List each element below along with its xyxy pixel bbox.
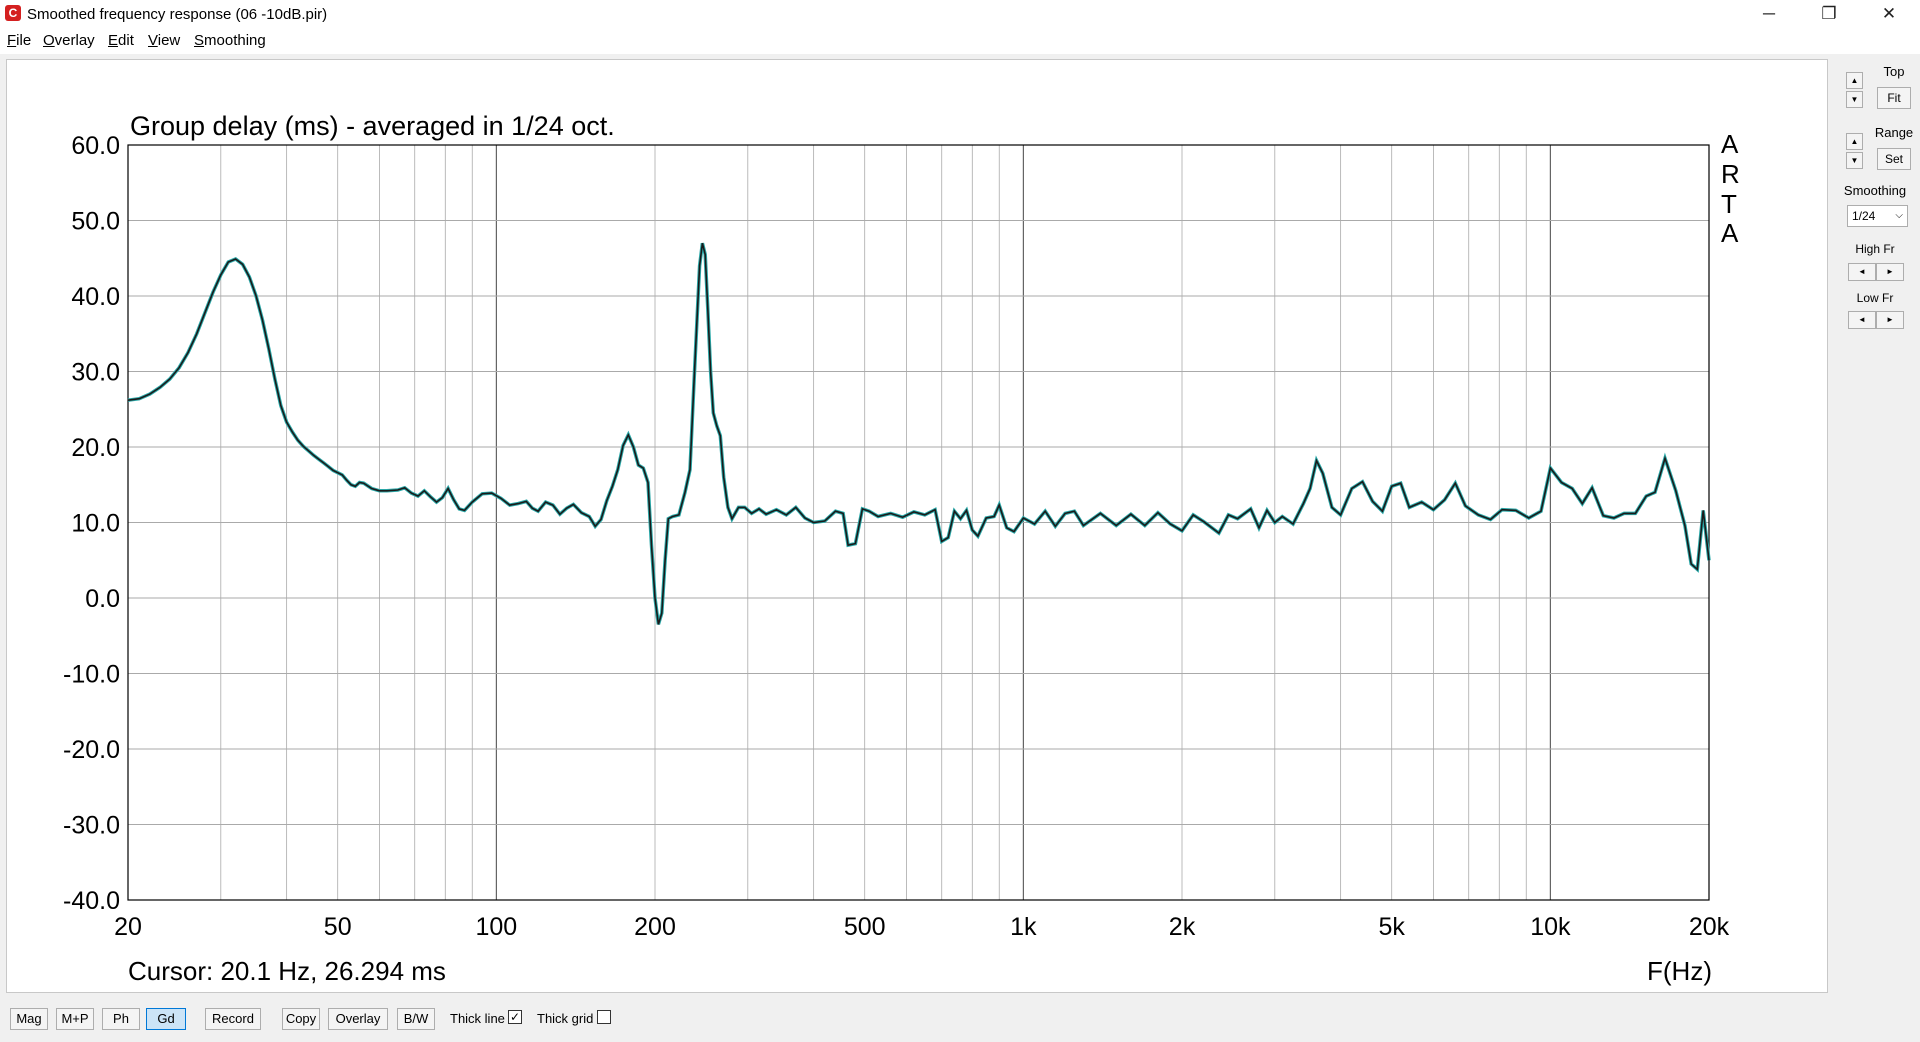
x-tick-label: 2k — [1169, 913, 1196, 941]
smoothing-label: Smoothing — [1843, 183, 1907, 198]
x-tick-label: 5k — [1379, 913, 1406, 941]
bw-button[interactable]: B/W — [397, 1008, 435, 1030]
high-freq-label: High Fr — [1855, 242, 1895, 256]
low-freq-right-button[interactable]: ► — [1876, 311, 1904, 329]
title-bar: C Smoothed frequency response (06 -10dB.… — [0, 0, 1920, 28]
brand-letter: A — [1721, 218, 1739, 248]
x-tick-label: 50 — [324, 913, 352, 941]
horizontal-grid — [128, 220, 1709, 825]
chart-title: Group delay (ms) - averaged in 1/24 oct. — [130, 111, 615, 141]
side-panel: ▲ ▼ Top Fit ▲ ▼ Range Set Smoothing 1/24… — [1830, 54, 1920, 994]
brand-letter: T — [1721, 189, 1737, 219]
plot-panel[interactable]: Group delay (ms) - averaged in 1/24 oct.… — [6, 59, 1828, 993]
x-tick-labels: 20 50 100 200 500 1k 2k 5k 10k 20k — [114, 913, 1730, 941]
x-tick-label: 500 — [844, 913, 886, 941]
menu-file[interactable]: File — [7, 32, 32, 49]
group-delay-chart[interactable]: Group delay (ms) - averaged in 1/24 oct.… — [7, 60, 1827, 992]
y-tick-label: -40.0 — [63, 887, 120, 915]
high-freq-left-button[interactable]: ◄ — [1848, 263, 1876, 281]
x-tick-label: 10k — [1530, 913, 1571, 941]
brand-letter: A — [1721, 129, 1739, 159]
x-axis-unit: F(Hz) — [1647, 956, 1712, 986]
chevron-down-icon: ⌵ — [1895, 210, 1903, 221]
smoothing-value: 1/24 — [1852, 209, 1876, 223]
phase-button[interactable]: Ph — [102, 1008, 140, 1030]
top-down-button[interactable]: ▼ — [1846, 91, 1863, 108]
top-label: Top — [1883, 64, 1905, 79]
bottom-toolbar: Mag M+P Ph Gd Record Copy Overlay B/W Th… — [0, 996, 1920, 1042]
plot-frame — [127, 144, 1710, 901]
x-tick-label: 20k — [1689, 913, 1730, 941]
low-freq-label: Low Fr — [1856, 291, 1894, 305]
menu-overlay[interactable]: Overlay — [43, 32, 95, 49]
menu-view[interactable]: View — [148, 32, 181, 49]
series-line-shadow — [127, 242, 1711, 625]
y-tick-label: 50.0 — [71, 208, 120, 236]
window-title: Smoothed frequency response (06 -10dB.pi… — [27, 6, 328, 23]
y-tick-label: 20.0 — [71, 434, 120, 462]
y-tick-label: -30.0 — [63, 812, 120, 840]
close-button[interactable]: ✕ — [1881, 4, 1897, 23]
arta-brand: A R T A — [1721, 129, 1740, 248]
range-down-button[interactable]: ▼ — [1846, 152, 1863, 169]
y-tick-label: 60.0 — [71, 132, 120, 160]
low-freq-left-button[interactable]: ◄ — [1848, 311, 1876, 329]
mag-button[interactable]: Mag — [10, 1008, 48, 1030]
range-up-button[interactable]: ▲ — [1846, 133, 1863, 150]
y-tick-label: -10.0 — [63, 661, 120, 689]
y-tick-label: -20.0 — [63, 736, 120, 764]
set-button[interactable]: Set — [1877, 148, 1911, 170]
minimize-button[interactable]: ─ — [1762, 4, 1776, 23]
x-tick-label: 1k — [1010, 913, 1037, 941]
brand-letter: R — [1721, 159, 1740, 189]
x-tick-label: 20 — [114, 913, 142, 941]
record-button[interactable]: Record — [205, 1008, 261, 1030]
y-tick-label: 0.0 — [85, 585, 120, 613]
arta-app-icon[interactable]: C — [5, 5, 21, 21]
top-up-button[interactable]: ▲ — [1846, 72, 1863, 89]
thick-grid-label: Thick grid — [537, 1011, 594, 1026]
high-freq-right-button[interactable]: ► — [1876, 263, 1904, 281]
smoothing-select[interactable]: 1/24 ⌵ — [1847, 205, 1908, 227]
cursor-readout: Cursor: 20.1 Hz, 26.294 ms — [128, 956, 446, 986]
y-tick-label: 30.0 — [71, 359, 120, 387]
mag-phase-button[interactable]: M+P — [56, 1008, 94, 1030]
menu-smoothing[interactable]: Smoothing — [194, 32, 266, 49]
fit-button[interactable]: Fit — [1877, 87, 1911, 109]
maximize-button[interactable]: ❐ — [1821, 4, 1837, 23]
y-tick-label: 10.0 — [71, 510, 120, 538]
range-label: Range — [1874, 125, 1914, 140]
thick-grid-checkbox[interactable] — [597, 1010, 611, 1024]
x-tick-label: 100 — [475, 913, 517, 941]
menu-bar: File Overlay Edit View Smoothing — [0, 28, 1920, 54]
y-tick-labels: 60.0 50.0 40.0 30.0 20.0 10.0 0.0 -10.0 -20.0 -30… — [63, 132, 120, 915]
copy-button[interactable]: Copy — [282, 1008, 320, 1030]
y-tick-label: 40.0 — [71, 283, 120, 311]
x-tick-label: 200 — [634, 913, 676, 941]
thick-line-label: Thick line — [450, 1011, 505, 1026]
overlay-button[interactable]: Overlay — [328, 1008, 388, 1030]
menu-edit[interactable]: Edit — [108, 32, 134, 49]
thick-line-checkbox[interactable]: ✓ — [508, 1010, 522, 1024]
series-line — [127, 243, 1710, 625]
group-delay-button[interactable]: Gd — [146, 1008, 186, 1030]
